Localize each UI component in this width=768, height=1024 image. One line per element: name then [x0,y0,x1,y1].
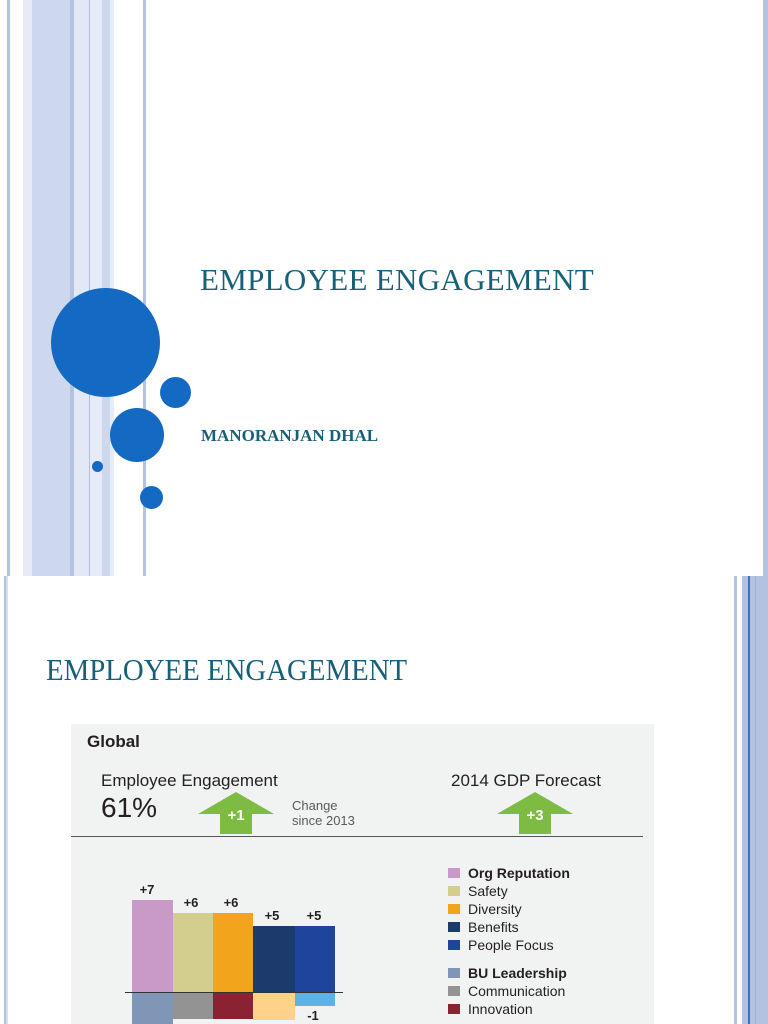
gdp-change: +3 [526,807,544,824]
slide-title: EMPLOYEE ENGAGEMENT [46,652,408,687]
bar-benefits [253,926,295,992]
decorative-stripe [70,0,74,576]
author-name: MANORANJAN DHAL [201,426,379,445]
engagement-label: Employee Engagement [101,771,278,790]
decorative-circle-medium [110,408,164,462]
decorative-stripe [23,0,32,576]
bar-value-label: +7 [139,882,155,897]
decorative-stripe [74,0,89,576]
decorative-circle-small [160,377,191,408]
chart-axis [125,992,343,993]
gdp-label: 2014 GDP Forecast [451,771,601,790]
decorative-stripe [763,0,768,576]
engagement-change: +1 [227,807,245,824]
decorative-stripe [4,576,6,1024]
up-arrow-icon: +1 [198,792,274,834]
bar-innovation [213,993,253,1019]
title-slide: EMPLOYEE ENGAGEMENT MANORANJAN DHAL [7,0,768,576]
engagement-value: 61% [101,792,158,823]
slide-title: EMPLOYEE ENGAGEMENT [200,262,595,297]
panel-heading: Global [87,732,140,751]
engagement-infographic: Global Employee Engagement 61% +1 Change… [71,724,654,1024]
bar-value-label: +6 [223,895,239,910]
decorative-stripe [32,0,70,576]
bar-value-label: +5 [306,908,322,923]
decorative-stripe [6,576,8,1024]
decorative-stripe [7,0,10,576]
decorative-stripe [755,576,756,1024]
decorative-circle-large [51,288,160,397]
change-caption-line2: since 2013 [292,813,355,828]
bar-value-label: +6 [183,895,199,910]
bar-lower-4 [253,993,295,1020]
content-slide: EMPLOYEE ENGAGEMENT Global Employee Enga… [0,576,768,1024]
divider [71,836,643,837]
bar-value-label: -1 [307,1008,319,1023]
decorative-stripe [143,0,146,576]
decorative-circle-small [140,486,163,509]
change-caption: Change since 2013 [292,798,355,828]
bar-lower-5 [295,993,335,1006]
bar-value-label: +5 [264,908,280,923]
decorative-stripe [748,576,750,1024]
bar-safety [173,913,213,992]
bar-people-focus [295,926,335,992]
decorative-stripe [89,0,90,576]
bar-communication [173,993,213,1019]
change-caption-line1: Change [292,798,338,813]
bar-diversity [213,913,253,992]
decorative-circle-tiny [92,461,103,472]
decorative-stripe [734,576,737,1024]
bar-chart: +7 +6 +6 +5 +5 -1 [71,724,654,1024]
bar-org-reputation [132,900,173,992]
up-arrow-icon: +3 [497,792,573,834]
bar-bu-leadership [132,993,173,1024]
